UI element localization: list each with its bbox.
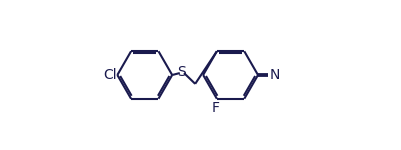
Text: F: F [212,101,220,115]
Text: Cl: Cl [103,68,116,82]
Text: S: S [178,65,186,79]
Text: N: N [269,68,280,82]
